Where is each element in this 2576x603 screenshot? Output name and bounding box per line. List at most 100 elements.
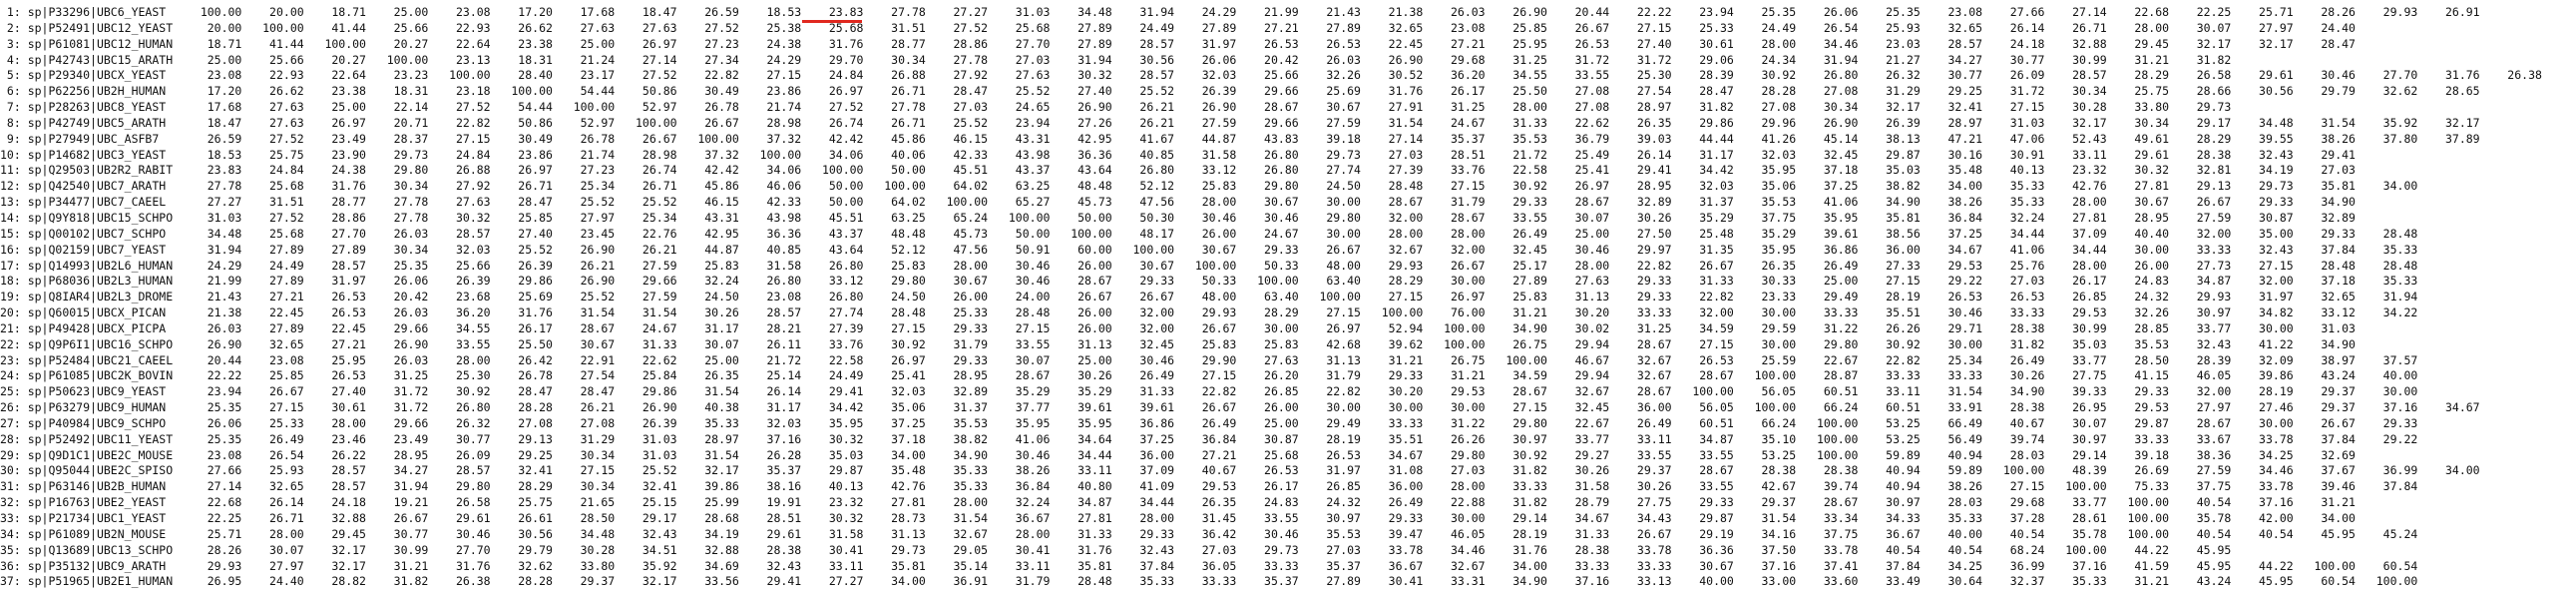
identity-value: 29.80 [1236, 179, 1299, 194]
identity-value: 20.42 [365, 290, 429, 304]
identity-value: 37.57 [2355, 352, 2418, 367]
identity-value: 30.34 [2106, 115, 2170, 130]
identity-value: 26.26 [1423, 431, 1486, 446]
identity-value: 29.66 [1236, 115, 1299, 130]
identity-value: 40.67 [1174, 463, 1237, 478]
identity-value: 29.71 [1920, 320, 1983, 335]
identity-value: 23.86 [490, 147, 553, 162]
identity-value: 25.84 [615, 368, 677, 383]
identity-value: 31.08 [1360, 463, 1424, 478]
identity-value: 26.35 [676, 368, 739, 383]
identity-value: 22.58 [1485, 163, 1547, 178]
identity-value: 35.37 [738, 463, 802, 478]
identity-value: 28.67 [2169, 415, 2232, 430]
identity-value: 32.65 [241, 479, 304, 494]
matrix-row: 26: sp|P63279|UBC9_HUMAN 25.35 27.15 30.… [0, 400, 2542, 416]
row-number: 8: [0, 115, 28, 130]
identity-value: 32.69 [2293, 447, 2356, 462]
identity-value: 31.76 [801, 36, 864, 51]
identity-value: 40.13 [801, 479, 864, 494]
identity-value: 33.34 [1796, 511, 1859, 525]
identity-value: 29.33 [1111, 526, 1175, 541]
identity-value: 31.76 [428, 558, 491, 573]
identity-value: 26.49 [1796, 258, 1859, 273]
identity-value: 24.83 [1236, 495, 1299, 510]
identity-value: 36.99 [2355, 463, 2418, 478]
matrix-row: 1: sp|P33296|UBC6_YEAST 100.00 20.00 18.… [0, 5, 2542, 23]
identity-value: 27.52 [428, 100, 491, 115]
protein-name: UBC9_SCHPO [96, 415, 181, 430]
identity-value: 32.17 [2169, 36, 2232, 51]
identity-value: 50.00 [801, 195, 864, 210]
identity-value: 28.28 [490, 400, 553, 415]
identity-value: 40.54 [2169, 495, 2232, 510]
identity-value: 41.59 [2106, 558, 2170, 573]
identity-value: 41.67 [1111, 131, 1175, 146]
db-code: sp| [27, 179, 49, 194]
identity-value: 40.06 [863, 147, 926, 162]
identity-value: 46.67 [1546, 352, 1610, 367]
identity-value: 26.22 [303, 447, 366, 462]
identity-value: 27.15 [1671, 336, 1734, 351]
identity-value: 37.84 [2293, 242, 2356, 257]
identity-value: 48.48 [863, 226, 926, 241]
identity-value: 32.03 [863, 384, 926, 399]
matrix-row: 28: sp|P52492|UBC11_YEAST 25.35 26.49 23… [0, 432, 2542, 448]
identity-value: 28.48 [863, 305, 926, 320]
identity-value: 31.03 [2293, 320, 2356, 335]
protein-name: UBC11_YEAST [96, 431, 181, 446]
identity-value: 27.46 [2231, 400, 2294, 415]
db-code: sp| [27, 52, 49, 67]
row-number: 15: [0, 226, 28, 241]
identity-value: 26.00 [2106, 258, 2170, 273]
identity-value: 56.05 [1733, 384, 1797, 399]
identity-value: 100.00 [1796, 447, 1859, 462]
identity-value: 31.03 [615, 447, 677, 462]
identity-value: 23.49 [365, 431, 429, 446]
identity-value: 28.38 [1733, 463, 1797, 478]
identity-value: 26.90 [1050, 100, 1112, 115]
identity-value: 32.03 [1733, 147, 1797, 162]
identity-value: 26.80 [1236, 147, 1299, 162]
identity-value: 33.33 [2106, 431, 2170, 446]
identity-value: 32.00 [1423, 242, 1486, 257]
accession: P62256| [48, 84, 97, 99]
identity-value: 33.78 [1360, 542, 1424, 557]
identity-value: 27.75 [2044, 368, 2107, 383]
identity-value: 29.45 [303, 526, 366, 541]
identity-value: 28.77 [863, 36, 926, 51]
identity-value: 33.11 [1050, 463, 1112, 478]
identity-value: 26.53 [303, 368, 366, 383]
identity-value: 33.56 [676, 574, 739, 589]
identity-value: 26.90 [615, 400, 677, 415]
identity-value: 32.41 [615, 479, 677, 494]
identity-value: 38.97 [2293, 352, 2356, 367]
identity-value: 33.33 [1609, 558, 1672, 573]
identity-value: 25.49 [1546, 147, 1610, 162]
identity-value: 34.48 [552, 526, 616, 541]
identity-value: 27.70 [988, 36, 1051, 51]
row-number: 5: [0, 68, 28, 83]
identity-value: 32.88 [676, 542, 739, 557]
identity-value: 32.17 [676, 463, 739, 478]
identity-value: 26.38 [428, 574, 491, 589]
row-number: 33: [0, 511, 28, 525]
identity-value: 17.68 [552, 5, 616, 19]
identity-value: 23.68 [428, 290, 491, 304]
row-number: 21: [0, 320, 28, 335]
identity-value: 22.64 [428, 36, 491, 51]
identity-value: 27.97 [2169, 400, 2232, 415]
identity-value: 18.71 [303, 5, 366, 19]
identity-value: 27.52 [925, 20, 989, 35]
identity-value: 48.00 [1298, 258, 1361, 273]
identity-value: 24.32 [2106, 290, 2170, 304]
identity-value: 20.27 [365, 36, 429, 51]
identity-value: 26.35 [1174, 495, 1237, 510]
identity-value: 34.46 [1423, 542, 1486, 557]
identity-value: 32.89 [2293, 210, 2356, 225]
identity-value: 50.86 [615, 84, 677, 99]
identity-value: 29.66 [365, 415, 429, 430]
identity-value: 42.95 [1050, 131, 1112, 146]
matrix-row: 29: sp|Q9D1C1|UBE2C_MOUSE 23.08 26.54 26… [0, 448, 2542, 464]
identity-value: 28.38 [1982, 320, 2045, 335]
